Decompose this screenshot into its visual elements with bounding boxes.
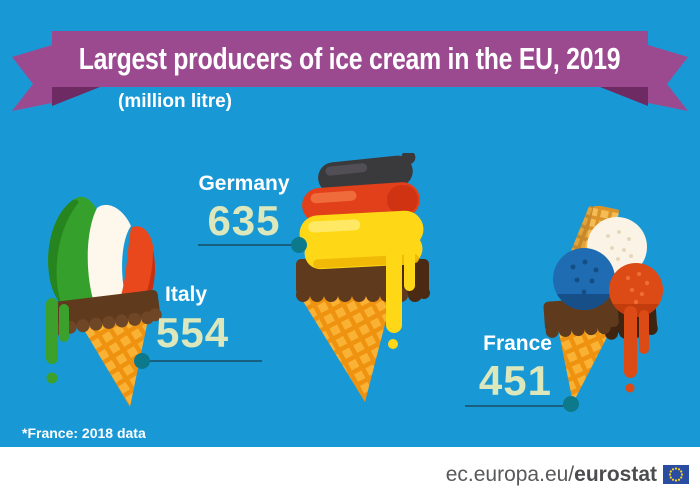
france-marker-dot	[563, 396, 579, 412]
unit-label: (million litre)	[118, 91, 232, 112]
eu-flag-icon	[663, 465, 689, 484]
italy-gelato-cone-icon	[46, 196, 162, 407]
germany-marker-dot	[291, 237, 307, 253]
germany-label: Germany	[198, 172, 290, 195]
italy-leader-line	[150, 360, 262, 362]
ribbon-banner	[12, 31, 688, 111]
footer-url: ec.europa.eu/eurostat	[446, 464, 657, 485]
germany-value: 635	[207, 197, 281, 244]
italy-label: Italy	[165, 283, 208, 306]
germany-leader-line	[198, 244, 292, 246]
france-data-block: France 451	[402, 333, 552, 402]
germany-softserve-cone-icon	[296, 153, 430, 402]
footer-url-bold: eurostat	[574, 463, 657, 486]
banner-title-text: Largest producers of ice cream in the EU…	[79, 41, 621, 76]
italy-marker-dot	[134, 353, 150, 369]
france-leader-line	[465, 405, 564, 407]
banner-title: Largest producers of ice cream in the EU…	[52, 31, 648, 87]
italy-data-block: Italy 554	[156, 284, 286, 354]
france-value: 451	[478, 357, 552, 404]
germany-data-block: Germany 635	[179, 173, 309, 242]
footer-bar: ec.europa.eu/eurostat	[0, 447, 700, 502]
italy-value: 554	[156, 309, 230, 356]
footer-url-regular: ec.europa.eu/	[445, 463, 575, 486]
footer-content: ec.europa.eu/eurostat	[446, 464, 689, 485]
footnote: *France: 2018 data	[22, 425, 146, 441]
france-scoop-cone-icon	[543, 206, 663, 403]
france-label: France	[483, 332, 552, 355]
